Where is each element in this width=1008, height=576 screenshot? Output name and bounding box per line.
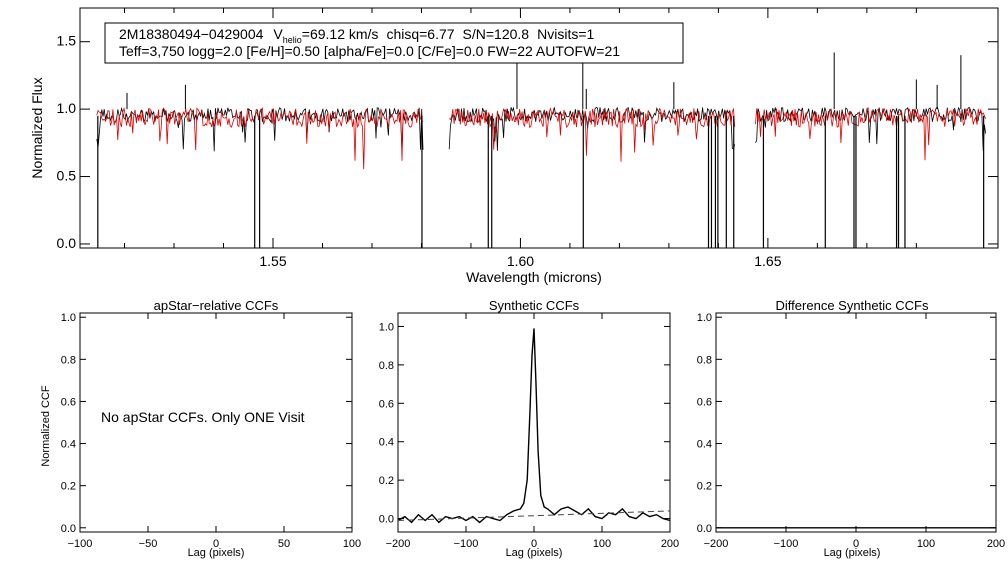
y-tick-label: 0.8 [61,354,76,366]
x-tick-label: 1.60 [507,253,534,269]
x-tick-label: 0 [853,538,859,550]
y-tick-label: 0.0 [61,523,76,535]
x-tick-label: 1.55 [259,253,286,269]
apstar-ccf-panel: apStar−relative CCFs −100 −50 0 50 100 0.0 0.2… [40,298,361,559]
x-tick-label: 50 [278,538,290,550]
vhelio-subscript: helio [283,35,302,45]
vhelio-value: =69.12 km/s [302,26,379,42]
y-tick-label: 0.0 [697,523,712,535]
synthetic-ccf-xlabel: Lag (pixels) [506,547,563,559]
synthetic-ccf-title: Synthetic CCFs [489,298,580,313]
x-tick-label: 100 [343,538,361,550]
x-tick-label: 0 [531,538,537,550]
x-tick-label: −200 [386,538,411,550]
y-tick-label: 0.0 [379,514,394,526]
CCF-line [397,328,671,524]
difference-ccf-ticks: −200 −100 0 100 200 0.0 0.2 0.4 0.6 0.8 1.0 [697,312,1005,550]
no-ccf-note: No apStar CCFs. Only ONE Visit [101,409,305,425]
y-tick-label: 1.0 [57,100,77,116]
baseline-line [397,510,671,521]
y-tick-label: 0.4 [697,439,712,451]
info-line-2: Teff=3,750 logg=2.0 [Fe/H]=0.50 [alpha/F… [119,43,620,59]
y-tick-label: 0.2 [697,481,712,493]
x-tick-label: 0 [213,538,219,550]
apstar-ccf-ticks: −100 −50 0 50 100 0.0 0.2 0.4 0.6 0.8 1.0 [61,312,361,550]
y-tick-label: 1.0 [379,321,394,333]
y-tick-label: 1.0 [61,312,76,324]
spectrum-xlabel: Wavelength (microns) [466,269,602,285]
y-tick-label: 0.8 [379,360,394,372]
y-tick-label: 0.2 [379,475,394,487]
model-spectrum-line [96,106,424,170]
y-tick-label: 1.0 [697,312,712,324]
sn-value: S/N=120.8 [463,26,530,42]
difference-ccf-panel: Difference Synthetic CCFs −200 −100 0 100 20… [697,298,1005,559]
x-tick-label: 100 [593,538,611,550]
difference-ccf-xlabel: Lag (pixels) [824,547,881,559]
y-tick-label: 0.6 [697,396,712,408]
y-tick-label: 1.5 [57,33,77,49]
y-tick-label: 0.4 [379,437,394,449]
info-line-1: 2M18380494−0429004 Vhelio=69.12 km/s chisq… [119,26,595,45]
difference-ccf-title: Difference Synthetic CCFs [776,298,929,313]
spectrum-frame [79,7,999,249]
y-tick-label: 0.6 [61,396,76,408]
y-tick-label: 0.2 [61,481,76,493]
spectrum-ticks: 1.55 1.60 1.65 0.0 0.5 1.0 1.5 [57,8,998,269]
nvisits-value: Nvisits=1 [537,26,594,42]
vhelio-symbol: V [273,26,283,42]
synthetic-ccf-panel: Synthetic CCFs −200 −100 0 100 200 0.0 0.2 0.4 0… [379,298,679,559]
chisq-value: chisq=6.77 [386,26,454,42]
apstar-ccf-title: apStar−relative CCFs [154,298,279,313]
apstar-ccf-xlabel: Lag (pixels) [188,547,245,559]
x-tick-label: −50 [139,538,158,550]
model-spectrum-line [448,107,736,162]
info-box [104,22,684,64]
x-tick-label: 100 [917,538,935,550]
y-tick-label: 0.8 [697,354,712,366]
star-id: 2M18380494−0429004 [119,26,264,42]
x-tick-label: −100 [454,538,479,550]
difference-ccf-frame [715,312,997,533]
y-tick-label: 0.6 [379,398,394,410]
synthetic-ccf-ticks: −200 −100 0 100 200 0.0 0.2 0.4 0.6 0.8 1.0 [379,313,679,550]
x-tick-label: 200 [661,538,679,550]
x-tick-label: −100 [68,538,93,550]
x-tick-label: −200 [704,538,729,550]
y-tick-label: 0.5 [57,168,77,184]
spectrum-panel: 1.55 1.60 1.65 0.0 0.5 1.0 1.5 Wavelength (mic… [29,7,999,285]
spectrum-data [96,52,986,248]
x-tick-label: 200 [987,538,1005,550]
x-tick-label: 1.65 [754,253,781,269]
y-tick-label: 0.0 [57,235,77,251]
model-spectrum-line [755,108,986,161]
spectrum-ylabel: Normalized Flux [29,77,45,178]
synthetic-ccf-data [397,328,671,524]
y-tick-label: 0.4 [61,439,76,451]
apstar-ccf-ylabel: Normalized CCF [40,385,52,467]
x-tick-label: −100 [774,538,799,550]
